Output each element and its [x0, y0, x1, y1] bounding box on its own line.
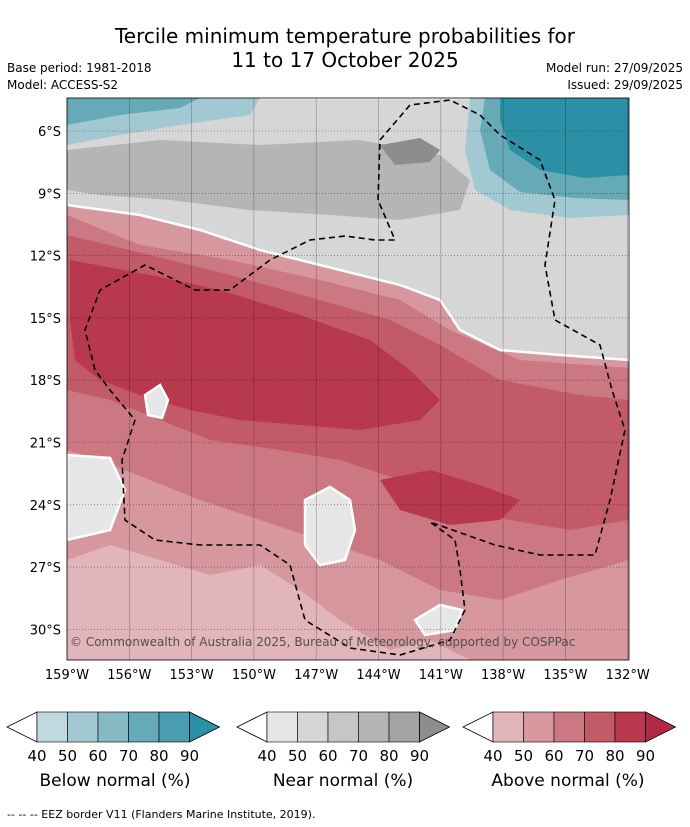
colorbar-cell — [614, 711, 646, 743]
colorbar-cell — [388, 711, 420, 743]
field-below-70-west — [67, 98, 200, 125]
colorbar-cell — [297, 711, 329, 743]
map-frame — [66, 97, 630, 661]
colorbar-tick: 60 — [318, 747, 337, 765]
colorbar-cell — [158, 711, 190, 743]
lat-label: 15°S — [30, 312, 61, 327]
colorbar-under-triangle — [462, 711, 494, 743]
colorbar-tick: 90 — [410, 747, 429, 765]
colorbar-label-above: Above normal (%) — [491, 771, 645, 791]
colorbars: 40 50 60 70 80 90 40 50 60 70 80 90 40 50 60 70 80 90 — [6, 711, 677, 765]
colorbar-tick: 70 — [119, 747, 138, 765]
lon-label: 144°W — [356, 668, 400, 683]
meta-right: Model run: 27/09/2025 Issued: 29/09/2025 — [546, 60, 683, 94]
model-name: Model: ACCESS-S2 — [7, 78, 119, 92]
colorbar-cell — [358, 711, 390, 743]
colorbar-tick: 90 — [180, 747, 199, 765]
lat-label: 6°S — [38, 125, 61, 140]
base-period: Base period: 1981-2018 — [7, 61, 152, 75]
lat-label: 24°S — [30, 499, 61, 514]
colorbar-under-triangle — [6, 711, 38, 743]
colorbar-over-triangle — [419, 711, 451, 743]
field-below-80 — [500, 98, 629, 178]
lon-label: 135°W — [543, 668, 587, 683]
colorbar-near: 40 50 60 70 80 90 — [236, 711, 451, 765]
colorbar-cell — [327, 711, 359, 743]
colorbar-tick: 60 — [88, 747, 107, 765]
lat-label: 18°S — [30, 374, 61, 389]
field-near-60 — [67, 140, 470, 220]
colorbar-tick: 40 — [27, 747, 46, 765]
lon-label: 132°W — [606, 668, 650, 683]
title-line-2: 11 to 17 October 2025 — [231, 48, 459, 72]
colorbar-cell — [492, 711, 524, 743]
colorbar-tick: 80 — [605, 747, 624, 765]
colorbar-under-triangle — [236, 711, 268, 743]
colorbar-tick: 90 — [636, 747, 655, 765]
eez-border — [84, 99, 626, 656]
title-line-1: Tercile minimum temperature probabilitie… — [114, 24, 576, 48]
colorbar-tick: 60 — [544, 747, 563, 765]
footer-note: -- -- -- EEZ border V11 (Flanders Marine… — [7, 808, 316, 821]
chart-title: Tercile minimum temperature probabilitie… — [0, 24, 690, 72]
colorbar-cell — [523, 711, 555, 743]
lon-label: 153°W — [170, 668, 214, 683]
map-fields — [67, 98, 629, 660]
colorbar-above: 40 50 60 70 80 90 — [462, 711, 677, 765]
colorbar-tick: 80 — [149, 747, 168, 765]
colorbar-tick: 40 — [257, 747, 276, 765]
colorbar-tick: 70 — [349, 747, 368, 765]
gridlines — [67, 98, 629, 660]
lat-label: 21°S — [30, 437, 61, 452]
colorbar-cell — [584, 711, 616, 743]
field-near-island-south — [303, 485, 357, 567]
lat-label: 9°S — [38, 187, 61, 202]
lat-label: 12°S — [30, 250, 61, 265]
colorbar-tick: 50 — [58, 747, 77, 765]
colorbar-label-near: Near normal (%) — [272, 771, 414, 791]
lon-label: 159°W — [45, 668, 89, 683]
field-above-80-east — [380, 470, 520, 525]
colorbar-label-below: Below normal (%) — [39, 771, 191, 791]
colorbar-over-triangle — [189, 711, 221, 743]
field-near-island-southeast — [413, 603, 464, 637]
lat-label: 30°S — [30, 623, 61, 638]
colorbar-cell — [128, 711, 160, 743]
longitude-labels: 159°W 156°W 153°W 150°W 147°W 144°W 141°W 138°W… — [45, 668, 650, 683]
lon-label: 138°W — [481, 668, 525, 683]
colorbar-tick: 40 — [483, 747, 502, 765]
issued-date: Issued: 29/09/2025 — [567, 78, 683, 92]
colorbar-tick: 50 — [288, 747, 307, 765]
colorbar-tick: 80 — [379, 747, 398, 765]
colorbar-cell — [97, 711, 129, 743]
colorbar-tick: 50 — [514, 747, 533, 765]
lon-label: 150°W — [232, 668, 276, 683]
latitude-labels: 6°S 9°S 12°S 15°S 18°S 21°S 24°S 27°S 30°S — [30, 125, 61, 638]
field-near-80 — [380, 138, 440, 165]
lon-label: 156°W — [107, 668, 151, 683]
field-above-40-south — [67, 590, 280, 660]
field-near-island-west — [143, 383, 170, 420]
lon-label: 147°W — [294, 668, 338, 683]
colorbar-cell — [36, 711, 68, 743]
lat-label: 27°S — [30, 561, 61, 576]
colorbar-tick: 70 — [575, 747, 594, 765]
field-near-island-southwest — [67, 453, 127, 542]
model-run: Model run: 27/09/2025 — [545, 61, 683, 75]
colorbar-over-triangle — [645, 711, 677, 743]
meta-left: Base period: 1981-2018 Model: ACCESS-S2 — [7, 60, 152, 94]
lon-label: 141°W — [419, 668, 463, 683]
colorbar-cell — [266, 711, 298, 743]
colorbar-cell — [67, 711, 99, 743]
colorbar-cell — [553, 711, 585, 743]
copyright-notice: © Commonwealth of Australia 2025, Bureau… — [70, 635, 575, 649]
colorbar-below: 40 50 60 70 80 90 — [6, 711, 221, 765]
